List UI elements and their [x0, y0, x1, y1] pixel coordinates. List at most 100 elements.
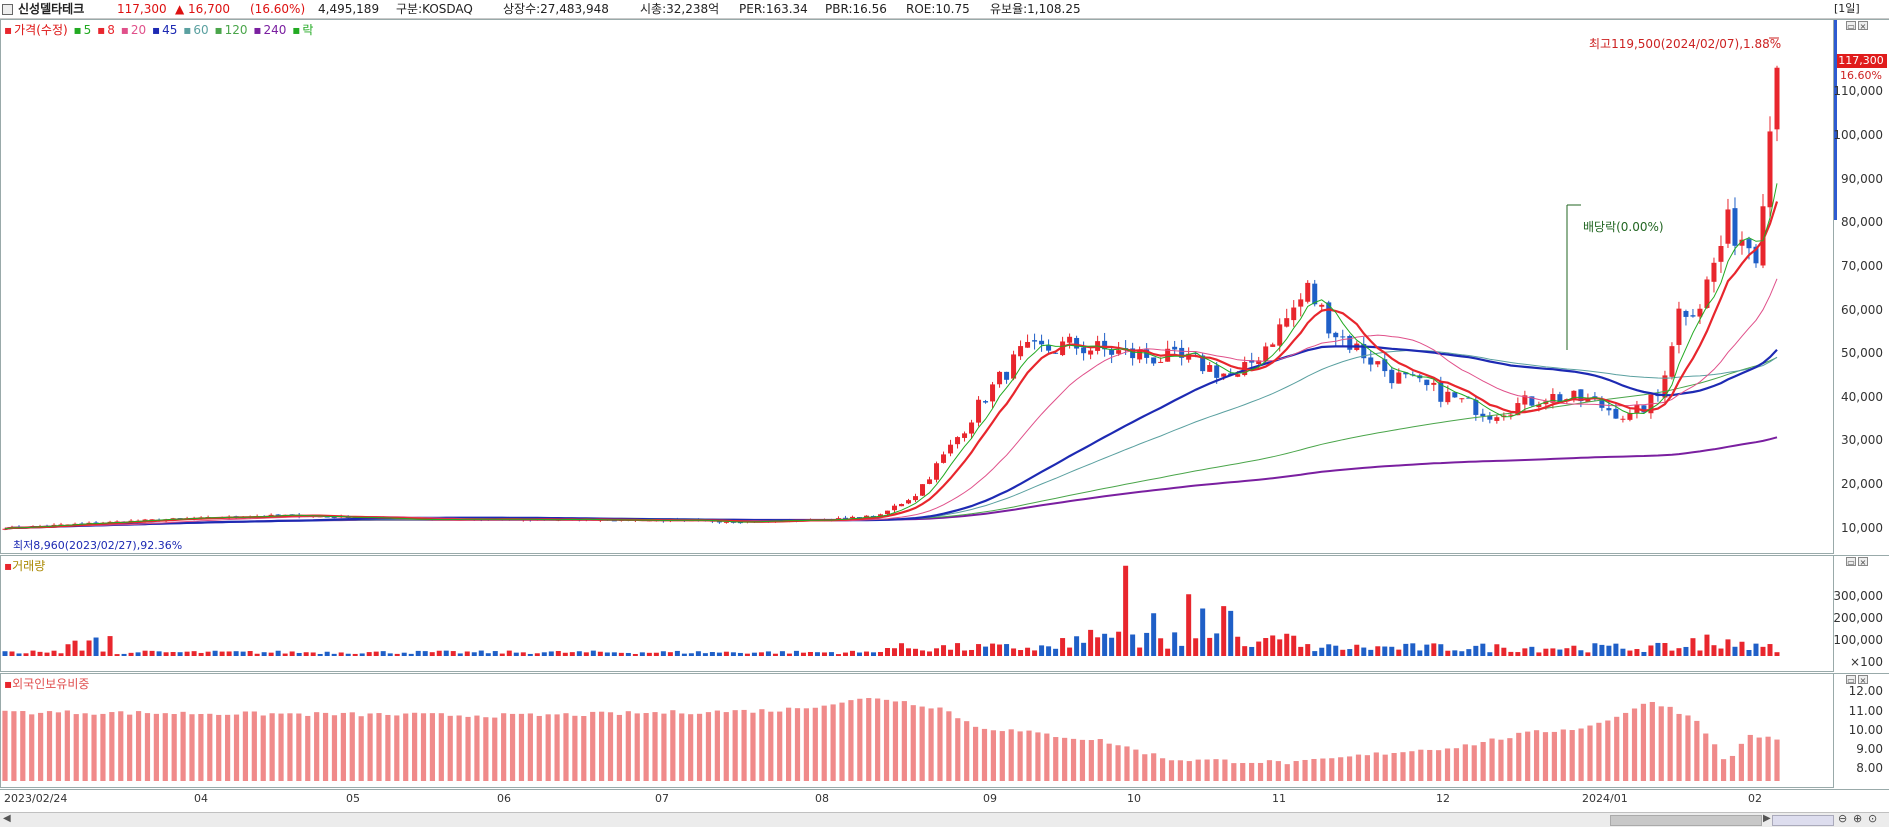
volume-bar — [1501, 647, 1507, 656]
volume-chart[interactable] — [1, 556, 1833, 671]
foreign-pane[interactable]: ▪외국인보유비중 — [0, 673, 1834, 788]
close-icon[interactable]: × — [1858, 557, 1868, 567]
candle — [1662, 375, 1668, 398]
menu-icon[interactable] — [2, 4, 13, 15]
price-pane[interactable]: ▪ 가격(수정) ▪ 5 ▪ 8 ▪ 20 ▪ 45 ▪ 60 ▪ 120 ▪ 240 ▪ 락 최… — [0, 19, 1834, 554]
foreign-bar — [1471, 745, 1477, 781]
volume-bar — [534, 653, 540, 656]
foreign-bar — [759, 709, 765, 781]
price-tick: 20,000 — [1841, 477, 1883, 491]
volume-bar — [632, 653, 638, 656]
candle — [1396, 372, 1402, 384]
roe-value: ROE:10.75 — [906, 2, 970, 16]
foreign-bar — [447, 715, 453, 781]
close-icon[interactable]: × — [1858, 675, 1868, 685]
foreign-bar — [1418, 749, 1424, 781]
volume-pane[interactable]: ▪거래량 — [0, 555, 1834, 672]
period-selector[interactable]: [1일] — [1834, 2, 1860, 15]
volume-bar — [65, 644, 71, 656]
foreign-bar — [892, 701, 899, 781]
market-cap: 시총:32,238억 — [640, 2, 720, 16]
maximize-icon[interactable]: ▭ — [1846, 675, 1856, 685]
scroll-right-icon[interactable]: ▶ — [1763, 813, 1771, 824]
volume-bar — [920, 650, 926, 656]
candle — [983, 401, 989, 403]
zoom-slider[interactable] — [1772, 815, 1834, 826]
close-icon[interactable]: × — [1858, 21, 1868, 31]
foreign-bar — [1257, 762, 1264, 781]
foreign-bar — [385, 714, 391, 781]
price-tick: 60,000 — [1841, 303, 1883, 317]
maximize-icon[interactable]: ▭ — [1846, 21, 1856, 31]
volume-bar — [254, 653, 260, 656]
horizontal-scrollbar[interactable]: ◀ ▶ ⊖ ⊕ ⊙ — [0, 812, 1889, 827]
candle — [1291, 307, 1297, 321]
volume-bar — [548, 651, 554, 656]
foreign-bar — [946, 711, 952, 781]
foreign-bar — [670, 710, 676, 781]
volume-bar — [1340, 649, 1346, 656]
foreign-bar — [1240, 763, 1246, 781]
foreign-bar — [322, 712, 329, 781]
foreign-bar — [981, 728, 988, 781]
foreign-bar — [661, 713, 667, 781]
volume-bar — [16, 653, 22, 656]
scrollbar-thumb[interactable] — [1610, 815, 1762, 826]
foreign-bar — [1658, 706, 1664, 781]
volume-bar — [1046, 646, 1052, 656]
volume-bar — [906, 648, 912, 656]
volume-bar — [569, 652, 575, 656]
foreign-tick: 12.00 — [1848, 684, 1883, 698]
volume-bar — [1396, 649, 1402, 656]
price-chart[interactable] — [1, 20, 1833, 553]
volume-bar — [1137, 647, 1143, 656]
foreign-bar — [278, 713, 284, 781]
candle — [1508, 414, 1514, 416]
foreign-bar — [830, 704, 836, 781]
candle — [849, 516, 855, 519]
foreign-bar — [1044, 733, 1050, 781]
maximize-icon[interactable]: ▭ — [1846, 557, 1856, 567]
zoom-in-icon[interactable]: ⊕ — [1853, 812, 1863, 825]
volume-bar — [93, 637, 99, 656]
foreign-bar — [875, 698, 881, 781]
foreign-bar — [1320, 758, 1326, 781]
candle — [1494, 417, 1500, 421]
volume-bar — [1242, 646, 1248, 656]
foreign-bar — [189, 714, 195, 781]
foreign-bar — [910, 705, 916, 781]
foreign-bar — [1774, 739, 1780, 781]
foreign-bar — [1765, 736, 1771, 781]
volume-bar — [37, 651, 43, 656]
foreign-title: ▪외국인보유비중 — [4, 677, 90, 691]
candle — [955, 437, 961, 445]
foreign-bar — [581, 715, 587, 781]
candle — [1144, 349, 1150, 358]
volume-bar — [1564, 648, 1570, 656]
volume-bar — [58, 653, 64, 656]
candle — [1774, 67, 1780, 130]
candle — [1438, 382, 1444, 402]
volume-bar — [913, 648, 919, 656]
scroll-left-icon[interactable]: ◀ — [3, 813, 11, 824]
volume-bar — [303, 652, 309, 656]
foreign-bar — [848, 700, 854, 781]
foreign-bar — [1542, 732, 1549, 781]
foreign-bar — [866, 698, 872, 781]
candle — [1074, 337, 1080, 349]
foreign-bar — [1017, 731, 1023, 781]
foreign-title-label: 외국인보유비중 — [12, 677, 90, 691]
foreign-chart[interactable] — [1, 674, 1833, 787]
volume-bar — [1746, 650, 1752, 656]
stock-name[interactable]: 신성델타테크 — [18, 2, 85, 16]
candle — [941, 454, 947, 463]
volume-bar — [1739, 641, 1745, 656]
volume-bar — [828, 652, 834, 656]
volume-bar — [415, 650, 421, 656]
zoom-reset-icon[interactable]: ⊙ — [1868, 812, 1878, 825]
volume-bar — [849, 650, 855, 656]
volume-bar — [478, 650, 484, 656]
volume-bar — [863, 651, 869, 656]
scroll-indicator[interactable] — [1834, 20, 1837, 220]
zoom-out-icon[interactable]: ⊖ — [1838, 812, 1848, 825]
